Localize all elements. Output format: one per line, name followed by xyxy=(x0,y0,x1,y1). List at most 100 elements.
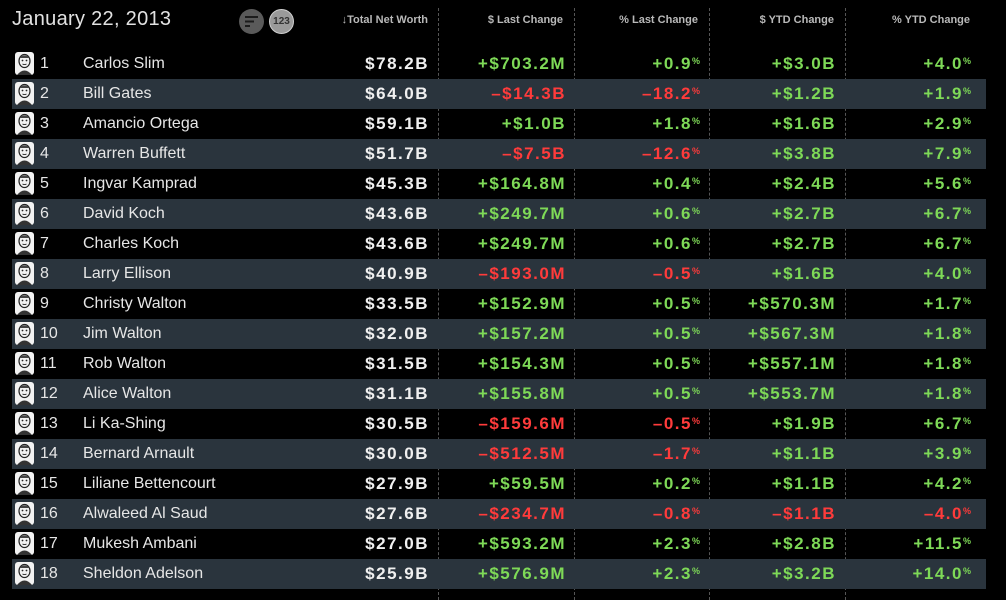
column-header-ytd-change-pct[interactable]: % YTD Change xyxy=(891,14,970,26)
table-row[interactable]: 6 David Koch $43.6B +$249.7M +0.6% +$2.7B +6.7… xyxy=(12,199,986,229)
portrait-icon xyxy=(15,262,34,285)
last-change-pct-value: +0.4 xyxy=(652,174,692,193)
table-row[interactable]: 12 Alice Walton $31.1B +$155.8M +0.5% +$553.7… xyxy=(12,379,986,409)
billionaire-name[interactable]: Carlos Slim xyxy=(83,55,165,72)
net-worth-value: $27.0B xyxy=(365,534,429,553)
last-change-pct-cell: +0.5% xyxy=(652,324,700,344)
table-row[interactable]: 7 Charles Koch $43.6B +$249.7M +0.6% +$2.7B +6… xyxy=(12,229,986,259)
rank-label: 7 xyxy=(40,235,49,252)
net-worth-value: $32.0B xyxy=(365,324,429,343)
last-change-pct-cell: –0.5% xyxy=(653,414,700,434)
billionaire-name[interactable]: Sheldon Adelson xyxy=(83,565,204,582)
last-change-pct-cell: –18.2% xyxy=(642,84,700,104)
percent-sign: % xyxy=(691,326,700,336)
rank-label: 12 xyxy=(40,385,58,402)
portrait-icon xyxy=(15,292,34,315)
percent-sign: % xyxy=(691,56,700,66)
ytd-change-value: +$557.1M xyxy=(747,354,836,373)
last-change-pct-cell: +2.3% xyxy=(652,564,700,584)
rank-label: 5 xyxy=(40,175,49,192)
ytd-change-pct-cell: +1.7% xyxy=(923,294,971,314)
ytd-change-value: +$1.1B xyxy=(771,444,836,463)
column-header-net-worth[interactable]: ↓Total Net Worth xyxy=(341,14,428,26)
column-header-last-change-pct[interactable]: % Last Change xyxy=(619,14,698,26)
billionaire-name[interactable]: Liliane Bettencourt xyxy=(83,475,216,492)
billionaire-name[interactable]: Li Ka-Shing xyxy=(83,415,166,432)
table-row[interactable]: 13 Li Ka-Shing $30.5B –$159.6M –0.5% +$1.9B +6… xyxy=(12,409,986,439)
last-change-pct-value: +2.3 xyxy=(652,564,692,583)
billionaire-name[interactable]: Alwaleed Al Saud xyxy=(83,505,208,522)
ytd-change-pct-cell: +14.0% xyxy=(912,564,971,584)
last-change-pct-value: +0.9 xyxy=(652,54,692,73)
table-row[interactable]: 18 Sheldon Adelson $25.9B +$576.9M +2.3% +$3.… xyxy=(12,559,986,589)
billionaire-name[interactable]: Jim Walton xyxy=(83,325,162,342)
column-header-last-change[interactable]: $ Last Change xyxy=(487,14,563,26)
net-worth-value: $59.1B xyxy=(365,114,429,133)
percent-sign: % xyxy=(962,536,971,546)
percent-sign: % xyxy=(691,296,700,306)
billionaire-name[interactable]: Alice Walton xyxy=(83,385,172,402)
percent-sign: % xyxy=(691,266,700,276)
ytd-change-pct-value: +14.0 xyxy=(912,564,963,583)
billionaire-name[interactable]: Rob Walton xyxy=(83,355,166,372)
percent-sign: % xyxy=(962,266,971,276)
portrait-icon xyxy=(15,172,34,195)
last-change-value: +$152.9M xyxy=(477,294,566,313)
ytd-change-pct-cell: +4.0% xyxy=(923,264,971,284)
table-row[interactable]: 4 Warren Buffett $51.7B –$7.5B –12.6% +$3.8B +… xyxy=(12,139,986,169)
last-change-value: +$157.2M xyxy=(477,324,566,343)
rank-label: 16 xyxy=(40,505,58,522)
billionaire-name[interactable]: Warren Buffett xyxy=(83,145,186,162)
last-change-pct-cell: +0.5% xyxy=(652,294,700,314)
table-row[interactable]: 11 Rob Walton $31.5B +$154.3M +0.5% +$557.1M +… xyxy=(12,349,986,379)
numeric-view-toggle[interactable]: 123 xyxy=(269,9,294,34)
billionaire-name[interactable]: Christy Walton xyxy=(83,295,187,312)
table-row[interactable]: 8 Larry Ellison $40.9B –$193.0M –0.5% +$1.6B +… xyxy=(12,259,986,289)
billionaire-name[interactable]: Ingvar Kamprad xyxy=(83,175,197,192)
billionaire-name[interactable]: Bill Gates xyxy=(83,85,152,102)
percent-sign: % xyxy=(962,56,971,66)
billionaire-name[interactable]: Bernard Arnault xyxy=(83,445,195,462)
table-row[interactable]: 15 Liliane Bettencourt $27.9B +$59.5M +0.2% +… xyxy=(12,469,986,499)
billionaire-name[interactable]: David Koch xyxy=(83,205,165,222)
ytd-change-pct-cell: +7.9% xyxy=(923,144,971,164)
rank-label: 13 xyxy=(40,415,58,432)
last-change-pct-value: +0.5 xyxy=(652,294,692,313)
last-change-pct-cell: +1.8% xyxy=(652,114,700,134)
table-row[interactable]: 3 Amancio Ortega $59.1B +$1.0B +1.8% +$1.6B +2… xyxy=(12,109,986,139)
table-row[interactable]: 14 Bernard Arnault $30.0B –$512.5M –1.7% +$1.… xyxy=(12,439,986,469)
ytd-change-pct-cell: +4.2% xyxy=(923,474,971,494)
sort-lines-icon[interactable] xyxy=(239,9,264,34)
table-row[interactable]: 17 Mukesh Ambani $27.0B +$593.2M +2.3% +$2.8B… xyxy=(12,529,986,559)
billionaire-name[interactable]: Larry Ellison xyxy=(83,265,172,282)
table-row[interactable]: 2 Bill Gates $64.0B –$14.3B –18.2% +$1.2B +1.9… xyxy=(12,79,986,109)
percent-sign: % xyxy=(962,146,971,156)
ytd-change-pct-value: +1.8 xyxy=(923,384,963,403)
last-change-value: +$249.7M xyxy=(477,234,566,253)
net-worth-value: $51.7B xyxy=(365,144,429,163)
ytd-change-value: +$1.6B xyxy=(771,114,836,133)
portrait-icon xyxy=(15,502,34,525)
table-row[interactable]: 1 Carlos Slim $78.2B +$703.2M +0.9% +$3.0B +4.… xyxy=(12,49,986,79)
column-header-ytd-change[interactable]: $ YTD Change xyxy=(759,14,834,26)
table-row[interactable]: 10 Jim Walton $32.0B +$157.2M +0.5% +$567.3M +… xyxy=(12,319,986,349)
net-worth-value: $43.6B xyxy=(365,234,429,253)
last-change-value: +$154.3M xyxy=(477,354,566,373)
net-worth-value: $27.6B xyxy=(365,504,429,523)
last-change-pct-value: –18.2 xyxy=(641,84,692,103)
percent-sign: % xyxy=(691,236,700,246)
billionaire-name[interactable]: Amancio Ortega xyxy=(83,115,199,132)
percent-sign: % xyxy=(962,236,971,246)
ytd-change-value: +$1.9B xyxy=(771,414,836,433)
last-change-pct-value: –12.6 xyxy=(641,144,692,163)
last-change-pct-cell: +0.2% xyxy=(652,474,700,494)
ytd-change-value: +$553.7M xyxy=(747,384,836,403)
last-change-pct-cell: +0.5% xyxy=(652,384,700,404)
table-row[interactable]: 5 Ingvar Kamprad $45.3B +$164.8M +0.4% +$2.4B… xyxy=(12,169,986,199)
table-row[interactable]: 9 Christy Walton $33.5B +$152.9M +0.5% +$570.… xyxy=(12,289,986,319)
billionaire-name[interactable]: Mukesh Ambani xyxy=(83,535,197,552)
table-row[interactable]: 16 Alwaleed Al Saud $27.6B –$234.7M –0.8% –$1… xyxy=(12,499,986,529)
last-change-value: –$14.3B xyxy=(491,84,566,103)
rank-label: 9 xyxy=(40,295,49,312)
billionaire-name[interactable]: Charles Koch xyxy=(83,235,180,252)
